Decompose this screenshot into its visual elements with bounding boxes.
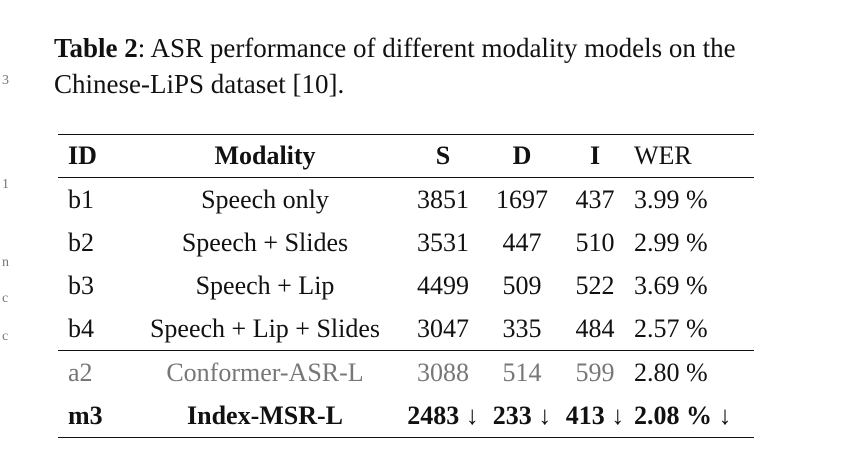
header-i: I [560, 134, 630, 178]
table-row-reference: a2 Conformer-ASR-L 3088 514 599 2.80 % [58, 350, 754, 394]
cell-modality: Speech + Slides [181, 227, 349, 257]
cell-modality: Conformer-ASR-L [128, 350, 402, 394]
page-margin-fragments: 3 1 n c c [2, 0, 12, 467]
cell-wer: 2.08 % ↓ [630, 394, 754, 438]
cell-wer: 3.99 % [634, 184, 708, 214]
cell-d: 514 [484, 350, 560, 394]
margin-char: 1 [2, 177, 9, 192]
cell-modality: Speech only [201, 184, 329, 214]
cell-wer: 2.57 % [634, 313, 708, 343]
table-label: Table 2 [54, 33, 138, 63]
asr-results-table: ID Modality S D I WER b1 Speech only 385… [58, 134, 754, 438]
header-wer: WER [630, 134, 754, 178]
margin-char: c [2, 329, 9, 344]
cell-d: 335 [502, 313, 542, 343]
header-modality: Modality [128, 134, 402, 178]
cell-i: 484 [575, 313, 615, 343]
cell-i: 522 [575, 270, 615, 300]
cell-id: b2 [68, 227, 94, 257]
table-header-row: ID Modality S D I WER [58, 134, 754, 178]
cell-i: 437 [575, 184, 615, 214]
cell-i: 510 [575, 227, 615, 257]
cell-id: b4 [68, 313, 94, 343]
cell-s: 3531 [417, 227, 469, 257]
cell-s: 3047 [417, 313, 469, 343]
cell-s: 3088 [402, 350, 484, 394]
cell-d: 447 [502, 227, 542, 257]
cell-id: b1 [68, 184, 94, 214]
cell-wer: 3.69 % [634, 270, 708, 300]
table-row: b3 Speech + Lip 4499 509 522 3.69 % [58, 264, 754, 307]
header-id: ID [58, 134, 128, 178]
cell-id: a2 [58, 350, 128, 394]
cell-id: m3 [58, 394, 128, 438]
table-row: b4 Speech + Lip + Slides 3047 335 484 2.… [58, 307, 754, 351]
cell-s: 3851 [417, 184, 469, 214]
cell-modality: Speech + Lip [195, 270, 335, 300]
cell-modality: Index-MSR-L [128, 394, 402, 438]
cell-wer: 2.80 % [630, 350, 754, 394]
cell-id: b3 [68, 270, 94, 300]
cell-d: 509 [502, 270, 542, 300]
cell-i: 599 [560, 350, 630, 394]
table-caption-text: : ASR performance of different modality … [54, 33, 736, 99]
cell-s: 2483 ↓ [402, 394, 484, 438]
table-row: b2 Speech + Slides 3531 447 510 2.99 % [58, 221, 754, 264]
header-s: S [402, 134, 484, 178]
cell-d: 1697 [496, 184, 548, 214]
table-row: b1 Speech only 3851 1697 437 3.99 % [58, 178, 754, 222]
margin-char: c [2, 291, 9, 306]
margin-char: 3 [2, 73, 9, 88]
cell-d: 233 ↓ [484, 394, 560, 438]
table-row-best: m3 Index-MSR-L 2483 ↓ 233 ↓ 413 ↓ 2.08 %… [58, 394, 754, 438]
cell-wer: 2.99 % [634, 227, 708, 257]
cell-modality: Speech + Lip + Slides [149, 313, 381, 343]
margin-char: n [2, 255, 9, 270]
table-caption: Table 2: ASR performance of different mo… [54, 30, 794, 102]
cell-s: 4499 [417, 270, 469, 300]
cell-i: 413 ↓ [560, 394, 630, 438]
header-d: D [484, 134, 560, 178]
